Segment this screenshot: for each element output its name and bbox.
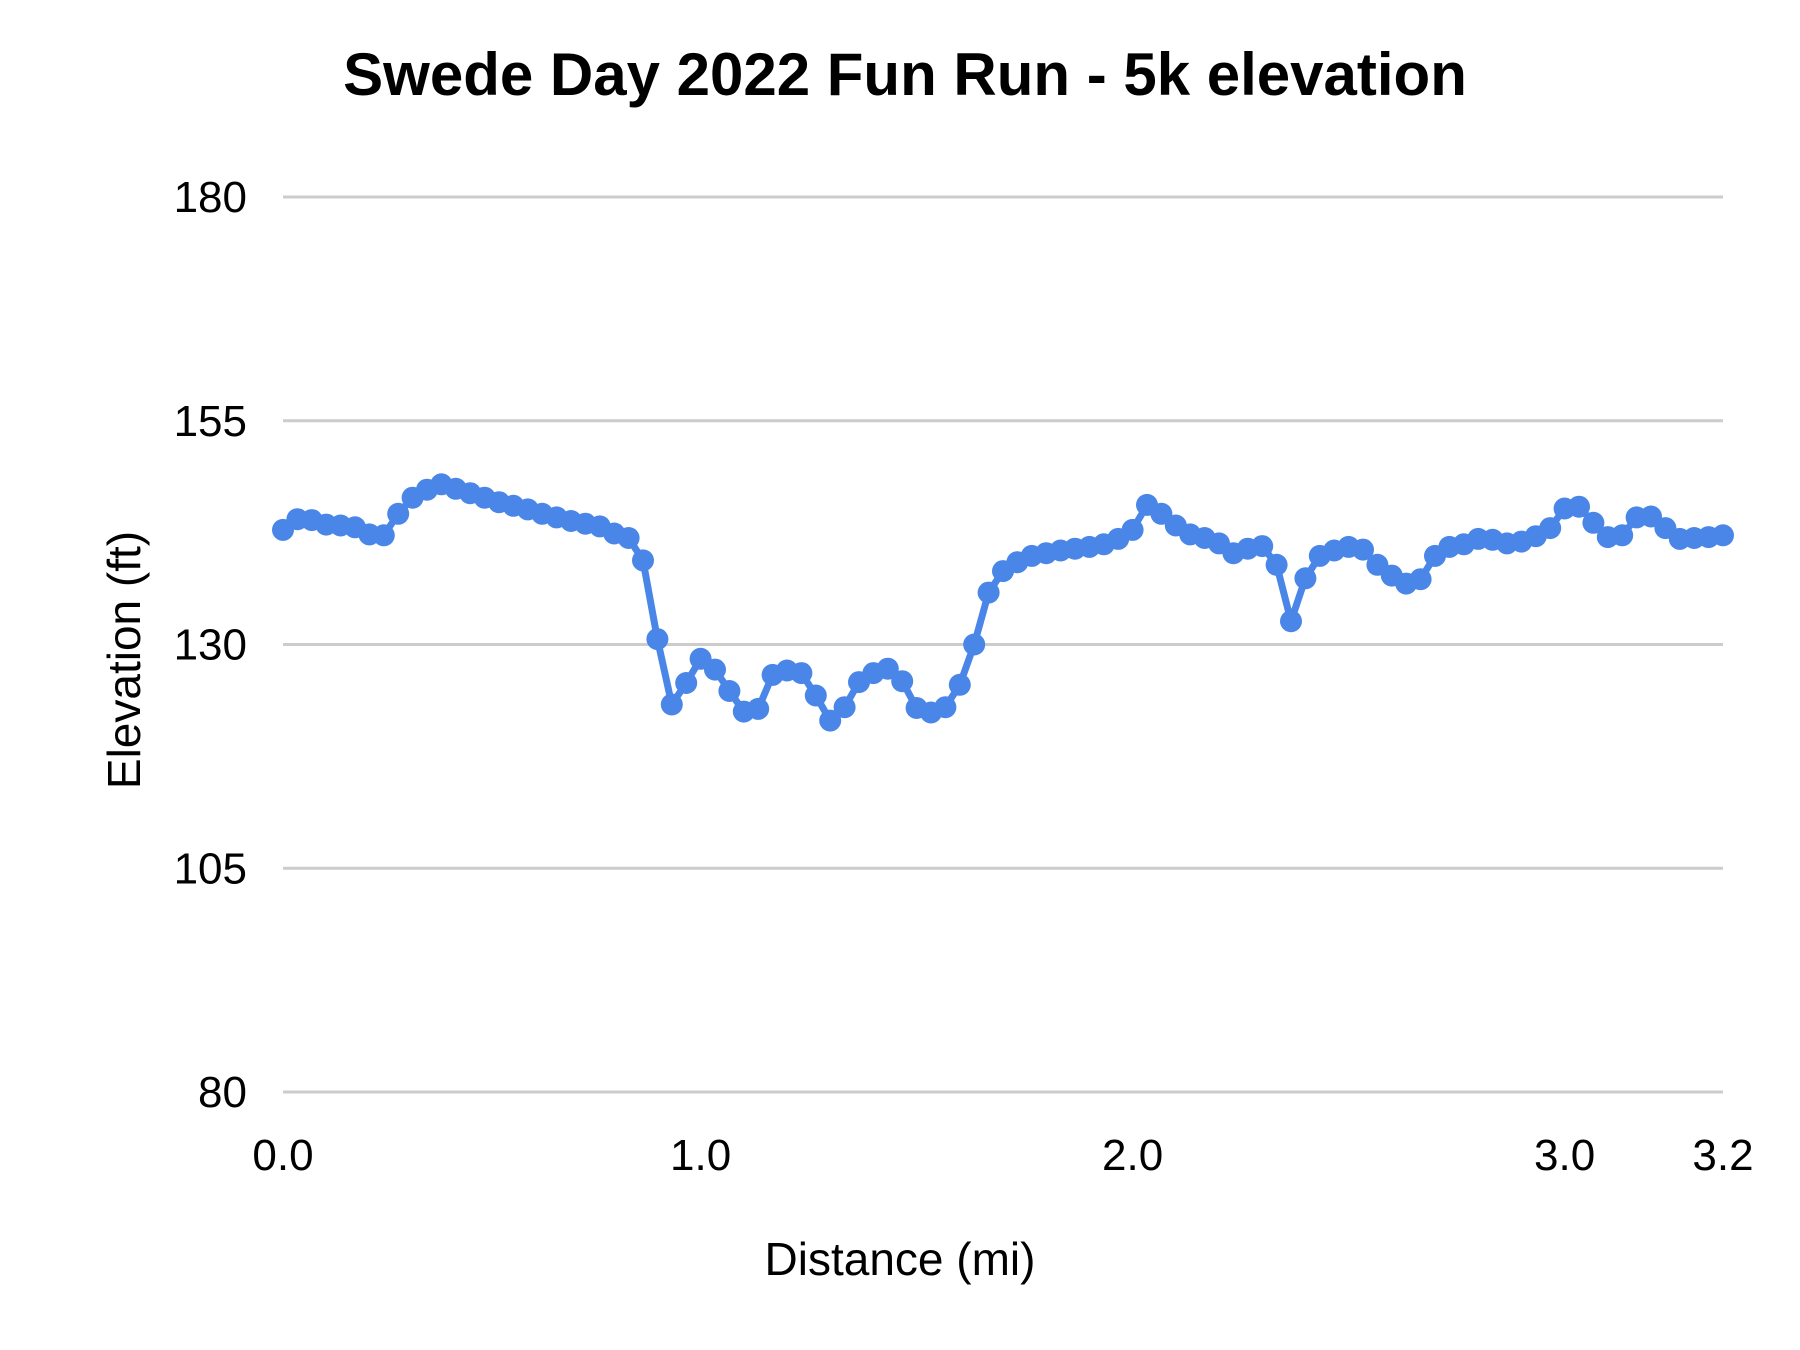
- data-point-marker: [372, 524, 395, 547]
- data-point-marker: [790, 662, 813, 685]
- x-tick-label: 0.0: [252, 1131, 313, 1180]
- data-point-marker: [1712, 524, 1734, 547]
- y-tick-label: 130: [174, 621, 247, 670]
- data-point-marker: [963, 633, 986, 656]
- y-tick-label: 155: [174, 397, 247, 446]
- data-point-marker: [977, 581, 1000, 604]
- data-point-marker: [632, 549, 654, 572]
- data-point-marker: [1539, 517, 1562, 540]
- elevation-line: [279, 480, 1727, 725]
- y-axis-title: Elevation (ft): [98, 531, 150, 789]
- data-point-marker: [804, 684, 827, 707]
- data-point-marker: [675, 672, 698, 694]
- data-point-marker: [934, 696, 957, 719]
- data-point-marker: [948, 673, 971, 696]
- data-point-marker: [1568, 495, 1590, 518]
- data-point-marker: [1251, 535, 1274, 558]
- data-point-marker: [660, 693, 683, 716]
- data-point-marker: [1280, 610, 1302, 633]
- data-point-marker: [1121, 518, 1144, 541]
- data-point-markers: [272, 473, 1734, 732]
- data-point-marker: [833, 696, 856, 719]
- data-point-marker: [1294, 567, 1317, 590]
- y-tick-label: 105: [174, 844, 247, 893]
- y-tick-label: 180: [174, 173, 247, 222]
- data-point-marker: [1582, 511, 1605, 534]
- x-axis-title: Distance (mi): [765, 1233, 1036, 1285]
- gridlines: [283, 195, 1723, 1094]
- chart-title: Swede Day 2022 Fun Run - 5k elevation: [343, 41, 1467, 108]
- data-point-marker: [876, 657, 899, 680]
- data-point-marker: [1265, 553, 1288, 576]
- x-tick-label: 1.0: [670, 1131, 731, 1180]
- y-axis-tick-labels: 180 155 130 105 80: [174, 173, 247, 1117]
- x-axis-tick-labels: 0.0 1.0 2.0 3.0 3.2: [252, 1131, 1753, 1180]
- data-point-marker: [819, 709, 842, 732]
- data-point-marker: [617, 527, 640, 549]
- data-point-marker: [1611, 524, 1634, 547]
- data-point-marker: [1352, 538, 1374, 561]
- data-point-marker: [704, 658, 726, 681]
- data-point-marker: [387, 502, 410, 525]
- data-point-marker: [646, 628, 669, 651]
- x-tick-label: 3.0: [1534, 1131, 1595, 1180]
- y-tick-label: 80: [198, 1068, 247, 1117]
- data-point-marker: [891, 670, 914, 693]
- data-point-marker: [747, 697, 770, 720]
- data-point-marker: [1409, 568, 1432, 591]
- x-tick-label: 2.0: [1102, 1131, 1163, 1180]
- x-tick-label: 3.2: [1692, 1131, 1753, 1180]
- data-point-marker: [718, 680, 741, 702]
